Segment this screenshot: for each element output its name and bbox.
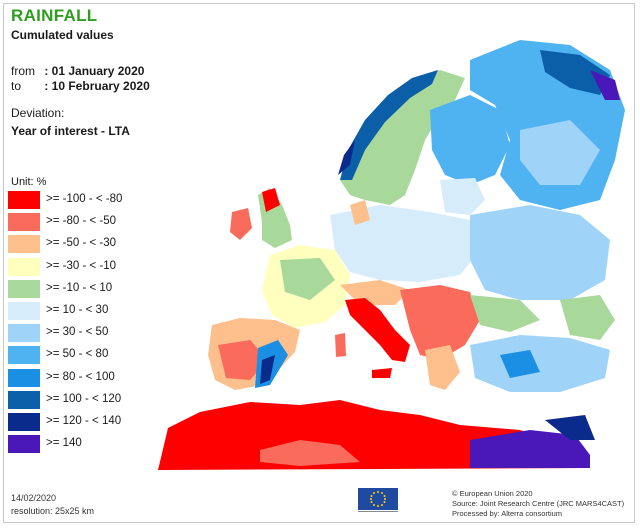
legend-item: >= 80 - < 100	[8, 368, 208, 387]
legend-item: >= 120 - < 140	[8, 413, 208, 431]
legend-swatch	[8, 390, 40, 409]
region-iberia-red	[218, 340, 268, 380]
legend-label: >= -50 - < -30	[46, 237, 116, 250]
eu-flag-icon	[358, 488, 398, 510]
legend-item: >= -10 - < 10	[8, 279, 208, 298]
region-greece	[425, 345, 460, 390]
region-north-russia-dark	[540, 50, 610, 95]
legend-item: >= 30 - < 50	[8, 324, 208, 343]
legend-label: >= 10 - < 30	[46, 304, 109, 316]
map-title: RAINFALL	[11, 6, 98, 25]
footer-date: 14/02/2020	[11, 493, 57, 503]
legend-swatch	[8, 257, 40, 276]
date-from-label: from	[11, 64, 35, 78]
legend-item: >= 140	[8, 435, 208, 454]
region-scandinavia	[340, 70, 465, 205]
legend-swatch	[8, 413, 40, 431]
date-to-value: : 10 February 2020	[44, 79, 150, 93]
map-frame	[3, 3, 635, 523]
region-central-europe	[330, 205, 480, 282]
region-norway-coast-dark	[338, 140, 355, 175]
legend-item: >= -100 - < -80	[8, 191, 208, 209]
deviation-label: Deviation:	[11, 106, 65, 120]
legend-label: >= -100 - < -80	[46, 193, 123, 205]
region-turkey-dark	[500, 350, 540, 378]
legend-swatch	[8, 324, 40, 343]
region-turkey	[470, 335, 610, 392]
legend-swatch	[8, 435, 40, 454]
legend-item: >= 50 - < 80	[8, 346, 208, 365]
legend-item: >= -50 - < -30	[8, 235, 208, 254]
footer-resolution: resolution: 25x25 km	[11, 506, 95, 516]
region-italy	[345, 298, 410, 362]
region-east-med-blue	[545, 415, 595, 440]
deviation-value: Year of interest - LTA	[11, 124, 130, 138]
region-france-green	[280, 258, 335, 300]
legend-unit: Unit: %	[11, 176, 47, 188]
region-denmark	[350, 200, 370, 225]
region-ireland	[230, 208, 252, 240]
legend-label: >= 50 - < 80	[46, 348, 109, 361]
region-iberia-east-dark	[260, 355, 275, 384]
footer-processed: Processed by: Alterra consortium	[452, 509, 563, 518]
legend-item: >= 100 - < 120	[8, 390, 208, 409]
footer-source: Source: Joint Research Centre (JRC MARS4…	[452, 499, 625, 508]
footer-copyright: © European Union 2020	[452, 489, 533, 498]
legend-swatch	[8, 279, 40, 298]
region-caucasus	[560, 295, 615, 340]
region-black-sea-green	[470, 295, 540, 332]
legend-swatch	[8, 191, 40, 209]
region-balkans	[400, 285, 480, 360]
legend-label: >= 100 - < 120	[46, 392, 122, 405]
map-subtitle: Cumulated values	[11, 28, 114, 42]
region-norway-coast	[340, 70, 438, 180]
date-from: from : 01 January 2020	[11, 64, 144, 78]
legend-label: >= -30 - < -10	[46, 259, 116, 272]
legend-swatch	[8, 346, 40, 365]
legend-label: >= 140	[46, 437, 82, 450]
date-from-value: : 01 January 2020	[44, 64, 145, 78]
legend-item: >= -80 - < -50	[8, 213, 208, 232]
region-scotland-red	[262, 188, 280, 212]
region-finland	[430, 95, 510, 185]
legend-label: >= 120 - < 140	[46, 415, 122, 427]
region-russia-light	[520, 120, 600, 185]
legend-label: >= -10 - < 10	[46, 281, 113, 294]
region-arctic-purple	[590, 70, 620, 100]
legend-label: >= -80 - < -50	[46, 215, 116, 228]
region-baltic	[440, 178, 485, 215]
date-to-label: to	[11, 79, 22, 93]
legend-item: >= 10 - < 30	[8, 302, 208, 320]
legend-swatch	[8, 302, 40, 320]
region-sardinia	[335, 333, 346, 357]
region-north-africa-orange	[260, 440, 360, 466]
legend-label: >= 80 - < 100	[46, 370, 115, 383]
legend-swatch	[8, 235, 40, 254]
eu-logo	[358, 488, 398, 516]
legend-swatch	[8, 213, 40, 232]
legend-label: >= 30 - < 50	[46, 326, 109, 339]
region-sicily	[372, 368, 392, 378]
date-to: to : 10 February 2020	[11, 79, 150, 93]
region-east-med-purple	[470, 430, 590, 468]
legend-swatch	[8, 368, 40, 387]
region-eastern-europe	[470, 205, 610, 300]
legend-item: >= -30 - < -10	[8, 257, 208, 276]
